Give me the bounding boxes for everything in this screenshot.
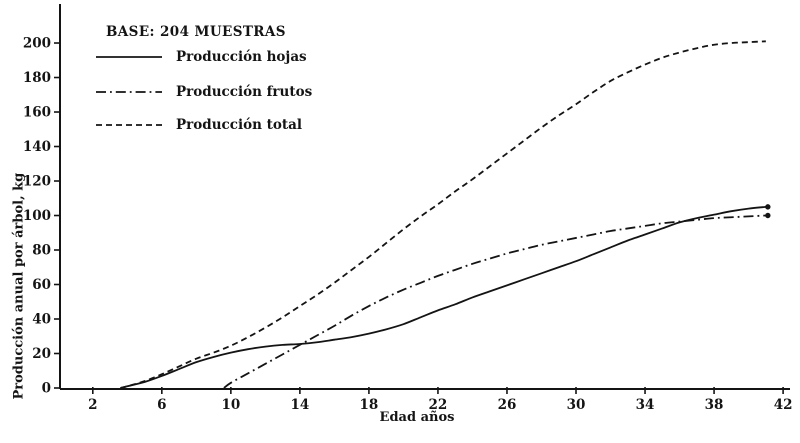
dashed-line-sample-icon [96,124,162,126]
y-tick-label: 20 [32,346,51,362]
y-tick-label: 40 [32,312,51,328]
x-axis-label: Edad años [379,410,455,425]
y-tick-label: 80 [32,243,51,259]
y-tick-label: 140 [23,139,51,155]
x-tick-label: 10 [221,397,240,413]
legend-item-hojas: Producción hojas [95,49,307,65]
legend-item-frutos: Producción frutos [95,84,313,100]
dash-dot-line-sample-icon [96,91,162,93]
y-axis-label: Producción anual por árbol, kg [11,172,27,400]
solid-line-sample-icon [96,56,162,58]
x-tick-label: 26 [498,397,517,413]
curve-end-marker [765,212,771,219]
x-tick-label: 22 [429,397,448,413]
x-tick-label: 14 [290,397,309,413]
x-tick-label: 2 [88,397,97,413]
legend-label-hojas: Producción hojas [176,49,307,65]
y-tick-label: 160 [23,105,51,121]
legend-label-frutos: Producción frutos [176,84,313,100]
curve-end-marker [765,204,771,210]
x-tick-label: 30 [567,397,586,413]
x-tick-label: 42 [774,397,793,413]
curve-dashed [120,40,766,389]
x-tick-label: 6 [157,397,166,413]
x-tick-label: 18 [360,397,379,413]
y-tick-label: 180 [23,70,51,86]
y-tick-label: 120 [23,174,51,190]
y-tick-label: 100 [23,208,51,224]
y-tick-label: 200 [23,36,51,52]
curve-solid [120,205,766,389]
legend-item-total: Producción total [95,117,302,133]
x-tick-label: 34 [636,397,655,413]
x-tick-label: 38 [705,397,724,413]
y-tick-label: 60 [32,277,51,293]
y-tick-label: 0 [42,381,51,397]
legend-label-total: Producción total [176,117,302,133]
base-sample-note: BASE: 204 MUESTRAS [106,24,286,40]
